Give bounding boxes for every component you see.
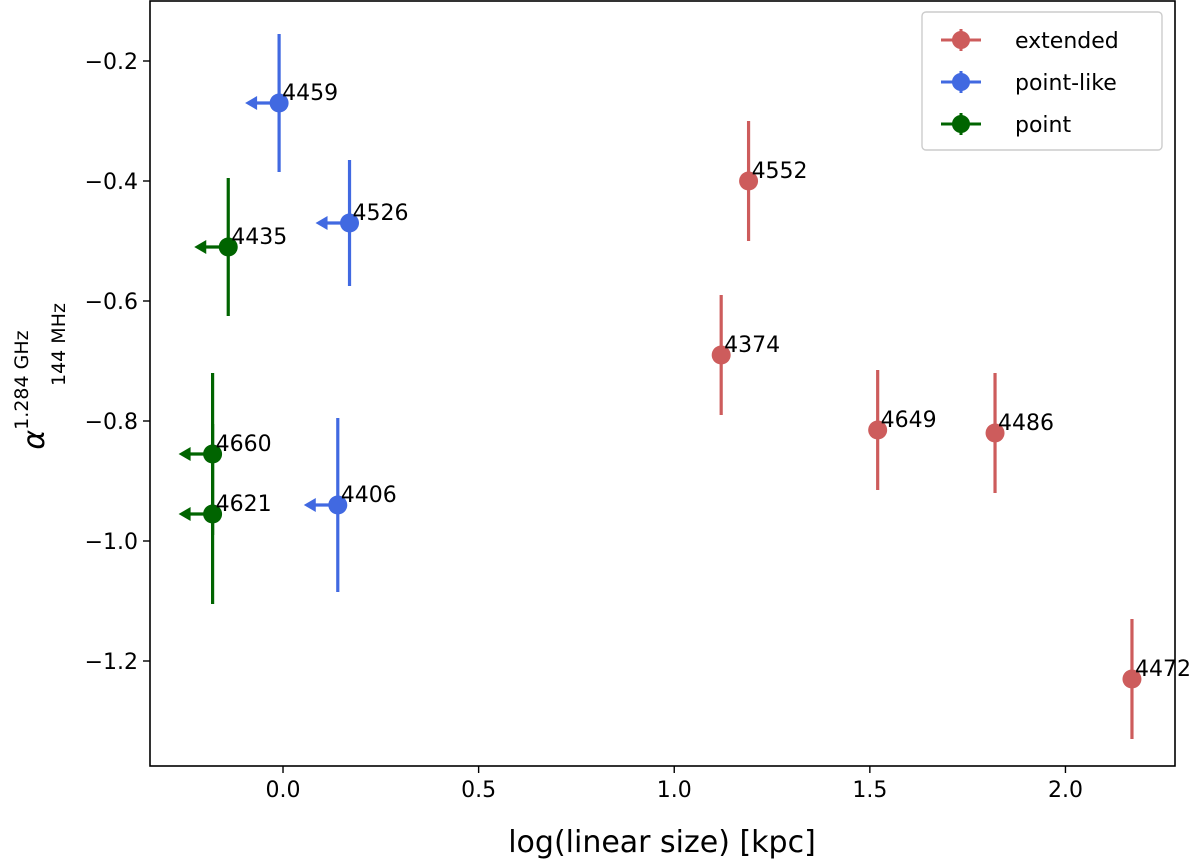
y-tick-label: −0.8: [85, 410, 138, 435]
legend-box: [921, 11, 1163, 151]
data-point-4472: 4472: [1122, 619, 1191, 739]
y-tick-label: −0.4: [85, 170, 138, 195]
y-axis-subscript: 144 MHz: [48, 303, 70, 386]
limit-arrow-head: [245, 96, 258, 110]
data-label: 4374: [724, 333, 780, 358]
plot-frame: [149, 0, 1176, 767]
chart-marks: 4552 4374 4649 4486 4472 4459 4526 4406 4435 4660…: [178, 34, 1191, 739]
legend-label: extended: [1015, 29, 1119, 54]
data-label: 4621: [216, 492, 272, 517]
limit-arrow-head: [303, 498, 316, 512]
legend-marker: [952, 115, 970, 133]
limit-arrow-head: [178, 447, 191, 461]
data-point-4486: 4486: [985, 373, 1054, 493]
legend-label: point-like: [1015, 71, 1117, 96]
data-point-4649: 4649: [868, 370, 937, 490]
limit-arrow-head: [315, 216, 328, 230]
data-point-4374: 4374: [711, 295, 780, 415]
data-point-4435: 4435: [194, 178, 287, 316]
data-point-4621: 4621: [178, 424, 272, 604]
data-label: 4649: [881, 408, 937, 433]
data-point-marker: [340, 213, 360, 233]
x-tick-label: 1.0: [657, 778, 692, 803]
data-label: 4526: [353, 201, 409, 226]
data-label: 4435: [231, 225, 287, 250]
y-tick-label: −1.2: [85, 650, 138, 675]
data-point-4526: 4526: [315, 160, 409, 286]
x-tick-label: 0.0: [266, 778, 301, 803]
y-axis-symbol: α: [17, 430, 52, 450]
x-tick-label: 1.5: [852, 778, 887, 803]
data-label: 4486: [998, 411, 1054, 436]
svg-text:α1.284 GHz: α1.284 GHz: [11, 330, 52, 449]
data-label: 4472: [1135, 657, 1191, 682]
data-point-4552: 4552: [739, 121, 808, 241]
legend-marker: [952, 73, 970, 91]
x-tick-label: 2.0: [1048, 778, 1083, 803]
data-label: 4552: [752, 159, 808, 184]
data-point-marker: [868, 420, 888, 440]
axis-ticks: 0.0 0.5 1.0 1.5 2.0 −0.2 −0.4 −0.6 −0.8 −1.0 −1.2: [85, 50, 1083, 803]
x-axis-label: log(linear size) [kpc]: [508, 825, 816, 860]
data-point-marker: [1122, 669, 1142, 689]
legend-marker: [952, 31, 970, 49]
legend: extended point-like point: [921, 11, 1163, 151]
data-label: 4406: [341, 483, 397, 508]
data-point-marker: [328, 495, 348, 515]
data-point-4406: 4406: [303, 418, 397, 592]
limit-arrow-head: [194, 240, 207, 254]
legend-item-extended: extended: [941, 29, 1119, 54]
y-axis-superscript: 1.284 GHz: [11, 330, 33, 429]
data-point-marker: [218, 237, 238, 257]
legend-item-point-like: point-like: [941, 71, 1117, 96]
limit-arrow-head: [178, 507, 191, 521]
data-point-marker: [711, 345, 731, 365]
y-tick-label: −0.2: [85, 50, 138, 75]
data-point-marker: [203, 504, 223, 524]
legend-item-point: point: [941, 113, 1071, 138]
data-point-4459: 4459: [245, 34, 338, 172]
data-label: 4459: [282, 81, 338, 106]
y-tick-label: −1.0: [85, 530, 138, 555]
data-label: 4660: [216, 432, 272, 457]
data-point-marker: [739, 171, 759, 191]
y-axis-label: α1.284 GHz 144 MHz: [11, 303, 70, 450]
x-tick-label: 0.5: [461, 778, 496, 803]
y-tick-label: −0.6: [85, 290, 138, 315]
data-point-marker: [269, 93, 289, 113]
data-point-marker: [985, 423, 1005, 443]
legend-label: point: [1015, 113, 1071, 138]
